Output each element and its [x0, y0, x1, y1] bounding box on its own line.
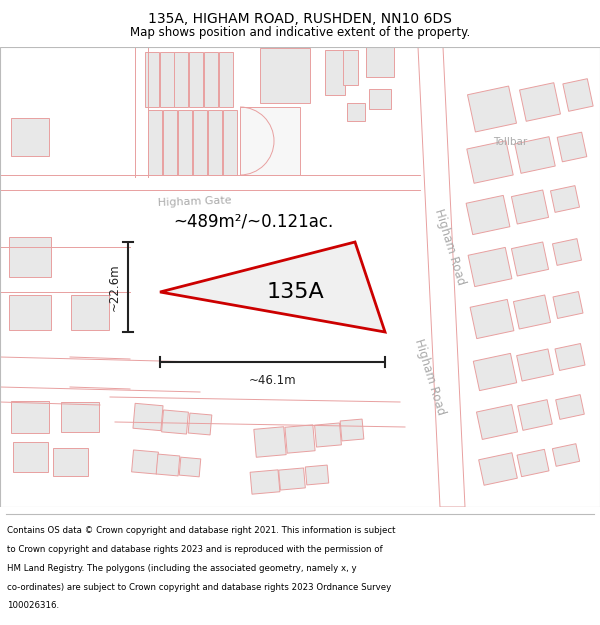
Polygon shape — [156, 454, 180, 476]
Polygon shape — [550, 186, 580, 213]
Polygon shape — [161, 410, 188, 434]
Polygon shape — [208, 109, 222, 174]
Polygon shape — [470, 299, 514, 339]
Polygon shape — [148, 109, 162, 174]
Polygon shape — [240, 107, 300, 175]
Polygon shape — [366, 47, 394, 77]
Polygon shape — [71, 294, 109, 329]
Polygon shape — [479, 452, 517, 485]
Polygon shape — [250, 470, 280, 494]
Polygon shape — [555, 344, 585, 371]
Polygon shape — [557, 132, 587, 162]
Polygon shape — [133, 403, 163, 431]
Polygon shape — [563, 79, 593, 111]
Polygon shape — [553, 444, 580, 466]
Polygon shape — [473, 353, 517, 391]
Polygon shape — [285, 425, 315, 453]
Polygon shape — [553, 239, 581, 266]
Polygon shape — [11, 118, 49, 156]
Polygon shape — [343, 49, 358, 84]
Polygon shape — [517, 449, 549, 477]
Polygon shape — [179, 457, 201, 477]
Polygon shape — [369, 89, 391, 109]
Polygon shape — [160, 51, 174, 106]
Polygon shape — [254, 427, 286, 458]
Polygon shape — [188, 413, 212, 435]
Polygon shape — [178, 109, 192, 174]
Polygon shape — [145, 51, 159, 106]
Polygon shape — [514, 295, 551, 329]
Polygon shape — [189, 51, 203, 106]
Polygon shape — [468, 248, 512, 287]
Text: HM Land Registry. The polygons (including the associated geometry, namely x, y: HM Land Registry. The polygons (includin… — [7, 564, 357, 572]
Polygon shape — [518, 399, 552, 431]
Text: Contains OS data © Crown copyright and database right 2021. This information is : Contains OS data © Crown copyright and d… — [7, 526, 396, 535]
Polygon shape — [219, 51, 233, 106]
Polygon shape — [9, 237, 51, 277]
Polygon shape — [340, 419, 364, 441]
Polygon shape — [476, 404, 518, 439]
Polygon shape — [467, 86, 517, 132]
Polygon shape — [347, 103, 365, 121]
Text: 135A: 135A — [266, 282, 324, 302]
Polygon shape — [556, 394, 584, 419]
Polygon shape — [467, 141, 513, 183]
Polygon shape — [163, 109, 177, 174]
Text: Tollbar: Tollbar — [493, 137, 527, 147]
Polygon shape — [515, 137, 555, 173]
Polygon shape — [278, 468, 305, 490]
Polygon shape — [204, 51, 218, 106]
Polygon shape — [553, 291, 583, 319]
Polygon shape — [131, 450, 158, 474]
Polygon shape — [511, 242, 548, 276]
Polygon shape — [193, 109, 207, 174]
Text: ~22.6m: ~22.6m — [107, 263, 121, 311]
Text: Higham Gate: Higham Gate — [158, 196, 232, 208]
Polygon shape — [418, 47, 465, 507]
Polygon shape — [520, 82, 560, 121]
Polygon shape — [314, 423, 341, 447]
Polygon shape — [466, 196, 510, 234]
Polygon shape — [305, 465, 329, 485]
Text: Map shows position and indicative extent of the property.: Map shows position and indicative extent… — [130, 26, 470, 39]
Text: 100026316.: 100026316. — [7, 601, 59, 611]
Text: ~46.1m: ~46.1m — [248, 374, 296, 386]
Polygon shape — [174, 51, 188, 106]
Polygon shape — [511, 190, 548, 224]
Polygon shape — [13, 442, 47, 472]
Polygon shape — [325, 49, 345, 94]
Text: Higham Road: Higham Road — [412, 338, 448, 417]
Polygon shape — [11, 401, 49, 433]
Polygon shape — [61, 402, 99, 432]
Text: Higham Road: Higham Road — [432, 208, 468, 287]
Polygon shape — [260, 48, 310, 102]
Polygon shape — [9, 294, 51, 329]
Text: to Crown copyright and database rights 2023 and is reproduced with the permissio: to Crown copyright and database rights 2… — [7, 545, 383, 554]
Polygon shape — [53, 448, 88, 476]
Text: co-ordinates) are subject to Crown copyright and database rights 2023 Ordnance S: co-ordinates) are subject to Crown copyr… — [7, 582, 391, 591]
Text: 135A, HIGHAM ROAD, RUSHDEN, NN10 6DS: 135A, HIGHAM ROAD, RUSHDEN, NN10 6DS — [148, 12, 452, 26]
Polygon shape — [160, 242, 385, 332]
Polygon shape — [223, 109, 237, 174]
Polygon shape — [517, 349, 553, 381]
Text: ~489m²/~0.121ac.: ~489m²/~0.121ac. — [173, 213, 333, 231]
